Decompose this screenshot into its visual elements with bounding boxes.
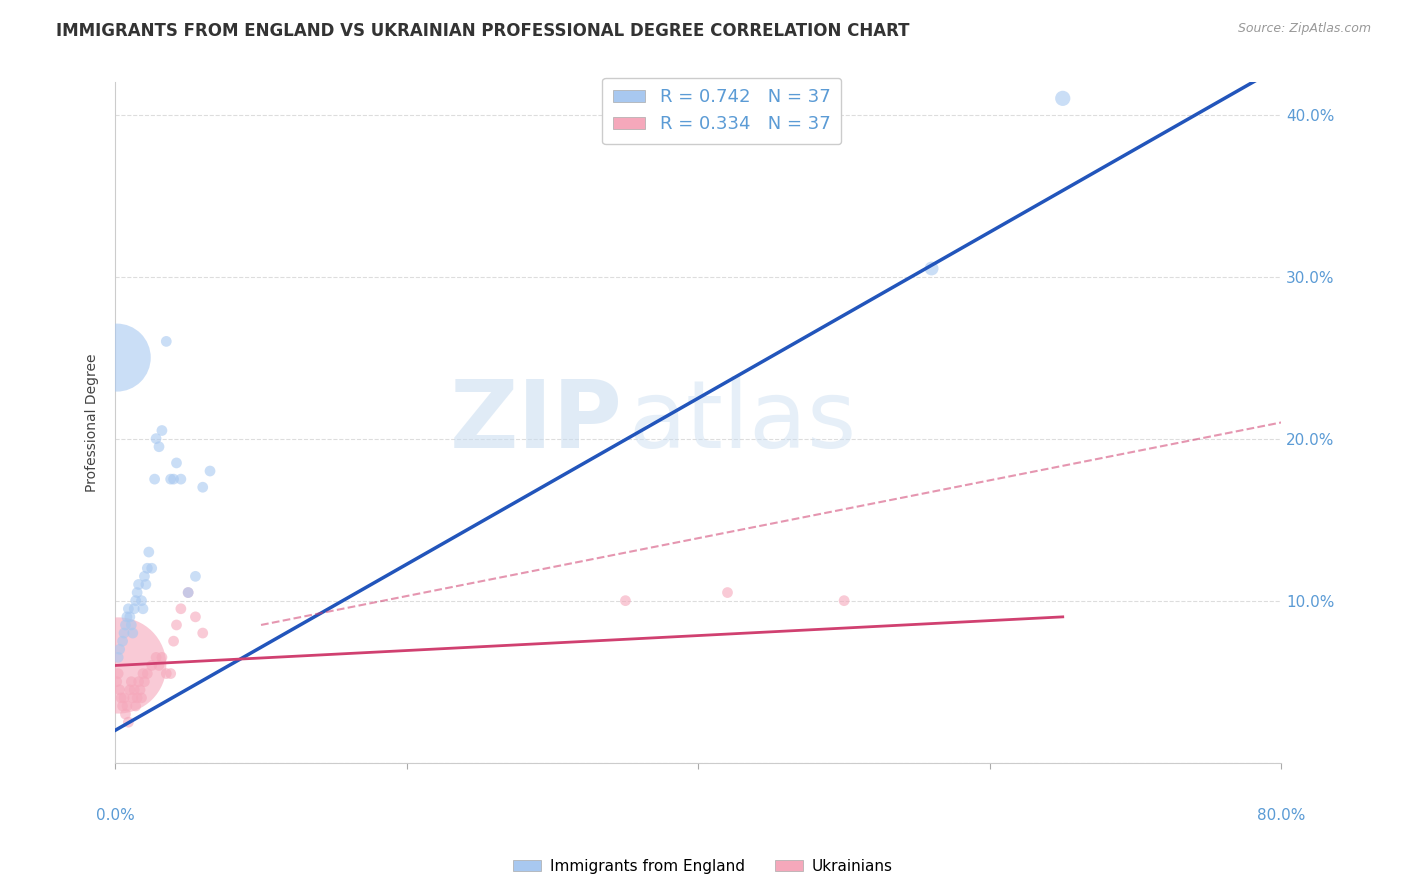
- Point: [155, 334, 177, 349]
- Legend: R = 0.742   N = 37, R = 0.334   N = 37: R = 0.742 N = 37, R = 0.334 N = 37: [602, 78, 841, 145]
- Text: IMMIGRANTS FROM ENGLAND VS UKRAINIAN PROFESSIONAL DEGREE CORRELATION CHART: IMMIGRANTS FROM ENGLAND VS UKRAINIAN PRO…: [56, 22, 910, 40]
- Point: [150, 650, 173, 665]
- Point: [191, 480, 214, 494]
- Point: [107, 650, 129, 665]
- Point: [120, 674, 142, 689]
- Point: [132, 666, 155, 681]
- Point: [141, 561, 163, 575]
- Point: [170, 472, 193, 486]
- Point: [121, 626, 143, 640]
- Point: [111, 634, 134, 648]
- Point: [159, 666, 181, 681]
- Point: [198, 464, 221, 478]
- Point: [921, 261, 943, 276]
- Point: [131, 593, 153, 607]
- Point: [162, 472, 184, 486]
- Point: [117, 601, 139, 615]
- Point: [141, 658, 163, 673]
- Point: [150, 424, 173, 438]
- Point: [155, 666, 177, 681]
- Point: [162, 634, 184, 648]
- Point: [135, 577, 157, 591]
- Point: [148, 658, 170, 673]
- Text: 80.0%: 80.0%: [1257, 808, 1306, 823]
- Point: [1052, 91, 1074, 105]
- Point: [159, 472, 181, 486]
- Point: [131, 690, 153, 705]
- Point: [716, 585, 738, 599]
- Point: [166, 456, 188, 470]
- Point: [129, 682, 152, 697]
- Point: [107, 658, 129, 673]
- Text: ZIP: ZIP: [450, 376, 623, 468]
- Point: [127, 585, 149, 599]
- Point: [132, 601, 155, 615]
- Point: [112, 626, 135, 640]
- Point: [122, 601, 145, 615]
- Point: [114, 618, 136, 632]
- Point: [136, 561, 159, 575]
- Point: [111, 698, 134, 713]
- Point: [105, 674, 128, 689]
- Point: [108, 682, 131, 697]
- Point: [118, 682, 141, 697]
- Point: [143, 472, 166, 486]
- Point: [138, 545, 160, 559]
- Point: [177, 585, 200, 599]
- Point: [125, 698, 148, 713]
- Point: [191, 626, 214, 640]
- Text: atlas: atlas: [628, 376, 856, 468]
- Point: [177, 585, 200, 599]
- Point: [170, 601, 193, 615]
- Point: [136, 666, 159, 681]
- Point: [112, 690, 135, 705]
- Point: [166, 618, 188, 632]
- Point: [121, 690, 143, 705]
- Point: [128, 577, 150, 591]
- Point: [145, 432, 167, 446]
- Point: [120, 618, 142, 632]
- Point: [145, 650, 167, 665]
- Point: [127, 690, 149, 705]
- Point: [115, 610, 138, 624]
- Text: Source: ZipAtlas.com: Source: ZipAtlas.com: [1237, 22, 1371, 36]
- Text: 0.0%: 0.0%: [96, 808, 135, 823]
- Point: [115, 698, 138, 713]
- Point: [122, 682, 145, 697]
- Point: [184, 610, 207, 624]
- Point: [134, 674, 156, 689]
- Point: [614, 593, 637, 607]
- Point: [117, 715, 139, 730]
- Point: [110, 690, 132, 705]
- Point: [832, 593, 855, 607]
- Point: [184, 569, 207, 583]
- Y-axis label: Professional Degree: Professional Degree: [86, 353, 100, 491]
- Point: [105, 351, 128, 365]
- Point: [125, 593, 148, 607]
- Point: [118, 610, 141, 624]
- Point: [128, 674, 150, 689]
- Point: [134, 569, 156, 583]
- Point: [108, 642, 131, 657]
- Point: [114, 707, 136, 722]
- Point: [107, 666, 129, 681]
- Legend: Immigrants from England, Ukrainians: Immigrants from England, Ukrainians: [508, 853, 898, 880]
- Point: [148, 440, 170, 454]
